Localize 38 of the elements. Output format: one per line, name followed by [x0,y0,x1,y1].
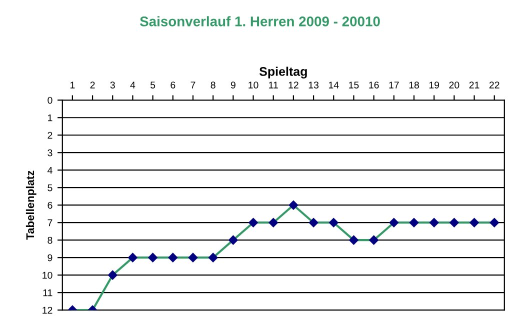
x-tick-label: 19 [429,82,440,88]
x-tick-label: 11 [269,82,278,88]
y-tick-label: 12 [42,306,52,314]
x-tick-label: 12 [288,82,298,88]
y-tick-label: 7 [48,219,52,226]
y-tick-label: 0 [48,96,52,104]
x-tick-label: 4 [130,82,136,88]
x-tick-label: 21 [469,82,480,88]
x-tick-label: 3 [110,82,115,88]
y-tick-label: 6 [48,202,52,209]
x-tick-label: 10 [248,82,258,88]
x-tick-label: 9 [230,82,236,88]
x-tick-label: 6 [170,82,176,88]
x-tick-label: 2 [90,82,95,88]
x-tick-label: 5 [150,82,156,88]
x-tick-label: 7 [190,82,196,88]
x-tick-label: 16 [369,82,379,88]
x-tick-label: 17 [389,82,399,88]
y-tick-label: 8 [48,236,52,244]
x-tick-label: 20 [449,82,460,88]
y-tick-label: 5 [48,184,52,192]
x-tick-label: 15 [349,82,359,88]
y-tick-label: 1 [48,114,52,122]
chart-title: Saisonverlauf 1. Herren 2009 - 20010 [140,16,380,26]
y-tick-label: 3 [48,149,52,156]
y-tick-label: 2 [48,132,52,139]
x-tick-label: 8 [210,82,216,88]
x-tick-label: 18 [409,82,419,88]
y-tick-label: 9 [48,254,52,262]
y-tick-label: 4 [47,166,52,174]
y-tick-label: 11 [43,289,52,296]
x-tick-label: 14 [328,82,339,88]
x-tick-label: 22 [489,82,500,88]
x-axis-title: Spieltag [259,66,307,78]
x-tick-label: 13 [308,82,319,88]
x-tick-label: 1 [70,82,75,88]
y-tick-label: 10 [42,272,52,279]
y-axis-title: Tabellenplatz [26,170,36,240]
